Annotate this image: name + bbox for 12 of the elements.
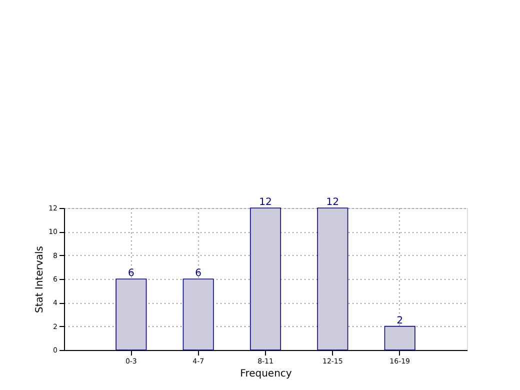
bar	[317, 208, 348, 350]
data-label: 12	[259, 197, 272, 208]
bar	[116, 278, 147, 350]
data-label: 6	[195, 268, 202, 279]
bar	[384, 326, 416, 350]
data-label: 2	[396, 315, 404, 326]
y-axis-title: Stat Intervals	[34, 246, 46, 314]
data-label: 6	[128, 268, 134, 279]
x-axis-title: Frequency	[240, 368, 292, 380]
data-label: 12	[326, 197, 340, 208]
bar	[250, 208, 282, 350]
bar	[182, 278, 214, 350]
